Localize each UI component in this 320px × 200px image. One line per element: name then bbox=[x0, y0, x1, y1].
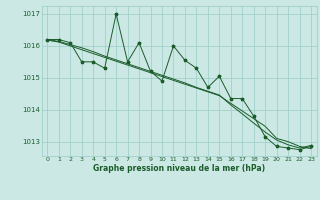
X-axis label: Graphe pression niveau de la mer (hPa): Graphe pression niveau de la mer (hPa) bbox=[93, 164, 265, 173]
